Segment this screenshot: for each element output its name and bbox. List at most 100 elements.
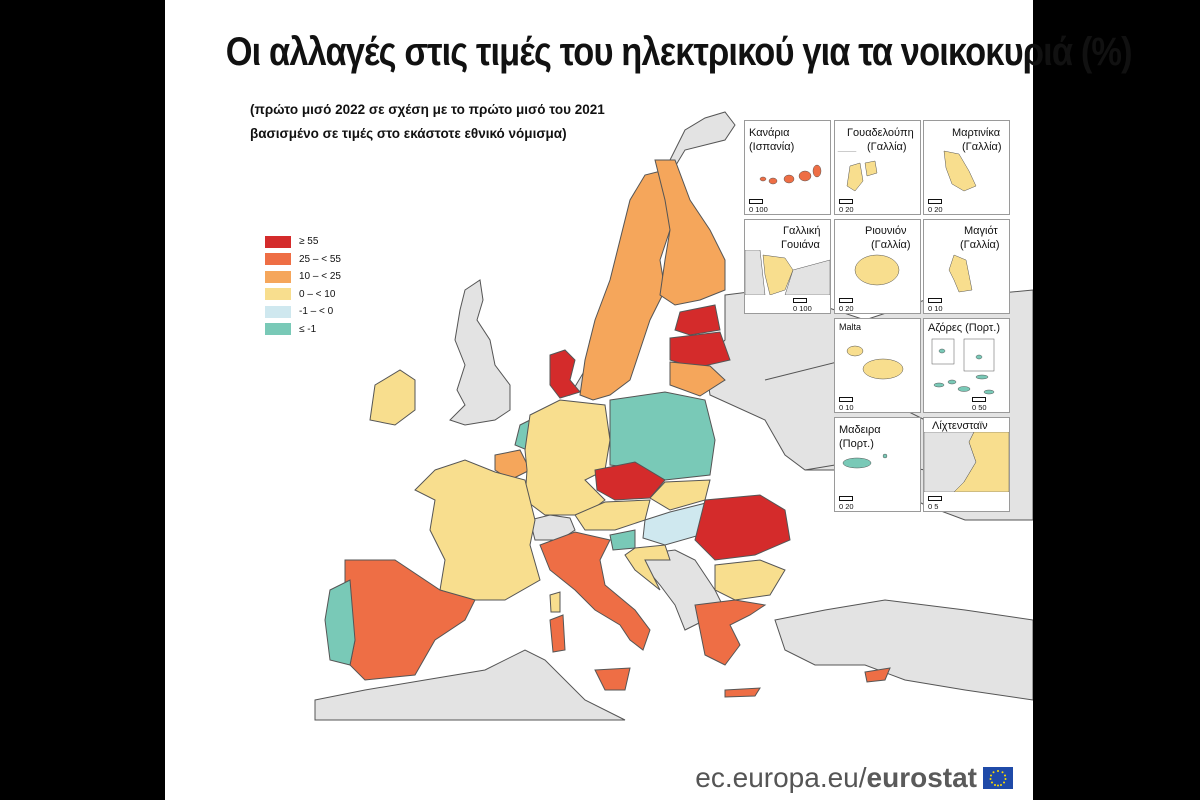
inset-mayotte: Μαγιότ (Γαλλία) 0 10: [923, 219, 1010, 314]
scale-label: 0 5: [928, 502, 939, 511]
footer-brand: eurostat: [866, 762, 977, 793]
slovenia: [609, 529, 636, 551]
inset-label: (Γαλλία): [867, 141, 907, 153]
inset-shape: [948, 254, 973, 293]
legend-item: ≥ 55: [265, 233, 341, 251]
inset-label: (Γαλλία): [871, 239, 911, 251]
scale-bar: [928, 199, 942, 204]
legend-label: 10 – < 25: [299, 271, 341, 283]
map-panel: Οι αλλαγές στις τιμές του ηλεκτρικού για…: [165, 0, 1133, 800]
inset-martinique: Μαρτινίκα (Γαλλία) 0 20: [923, 120, 1010, 215]
denmark: [549, 349, 581, 399]
greece: [694, 599, 767, 666]
scale-label: 0 10: [839, 403, 854, 412]
inset-liechtenstein: Λίχτενσταϊν 0 5: [923, 417, 1010, 512]
scale-label: 0 20: [839, 502, 854, 511]
inset-label: Γουαδελούπη: [847, 127, 914, 139]
inset-reunion: Ριουνιόν (Γαλλία) 0 20: [834, 219, 921, 314]
eu-flag-icon: [983, 767, 1013, 789]
sweden: [579, 169, 676, 401]
legend-item: ≤ -1: [265, 321, 341, 339]
scale-bar: [839, 496, 853, 501]
legend-label: ≤ -1: [299, 323, 317, 335]
legend: ≥ 55 25 – < 55 10 – < 25 0 – < 10 -1 – <…: [265, 233, 341, 338]
legend-label: ≥ 55: [299, 236, 319, 248]
inset-guyane: Γαλλική Γουιάνα 0 100: [744, 219, 831, 314]
legend-item: 25 – < 55: [265, 251, 341, 269]
inset-shape: [854, 254, 900, 286]
inset-label: Γαλλική: [783, 225, 821, 237]
slovakia: [649, 479, 711, 511]
cyprus: [864, 667, 891, 683]
inset-shape: [931, 338, 995, 395]
italy: [539, 531, 651, 651]
portugal: [324, 579, 356, 666]
legend-item: 0 – < 10: [265, 286, 341, 304]
bulgaria: [714, 559, 786, 601]
legend-swatch: [265, 323, 291, 336]
inset-label: Μαρτινίκα: [952, 127, 1001, 139]
germany: [524, 399, 611, 516]
legend-swatch: [265, 235, 291, 248]
croatia: [624, 544, 671, 591]
legend-swatch: [265, 253, 291, 266]
footer-attribution: ec.europa.eu/eurostat: [695, 762, 1013, 794]
inset-label: Λίχτενσταϊν: [932, 420, 988, 432]
inset-malta: Malta 0 10: [834, 318, 921, 413]
inset-label: Γουιάνα: [781, 239, 820, 251]
scale-bar: [839, 397, 853, 402]
scale-label: 0 20: [839, 205, 854, 214]
inset-shape: [759, 164, 822, 185]
scale-bar: [839, 298, 853, 303]
inset-label: Ριουνιόν: [865, 225, 907, 237]
france: [414, 459, 541, 601]
scale-label: 0 50: [972, 403, 987, 412]
inset-label: (Ισπανία): [749, 141, 795, 153]
inset-shape: [745, 250, 830, 295]
sardinia: [549, 614, 566, 653]
latvia: [669, 331, 731, 369]
ireland: [369, 369, 416, 426]
scale-label: 0 100: [749, 205, 768, 214]
inset-shape: [846, 345, 904, 380]
scale-label: 0 100: [793, 304, 812, 313]
scale-label: 0 20: [928, 205, 943, 214]
subtitle-line-2: βασισμένο σε τιμές στο εκάστοτε εθνικό ν…: [250, 126, 567, 141]
footer-url: ec.europa.eu/: [695, 762, 867, 793]
corsica: [549, 591, 561, 613]
scale-bar: [793, 298, 807, 303]
legend-swatch: [265, 270, 291, 283]
legend-label: 0 – < 10: [299, 288, 336, 300]
page-title: Οι αλλαγές στις τιμές του ηλεκτρικού για…: [225, 30, 1133, 74]
legend-item: -1 – < 0: [265, 303, 341, 321]
scale-bar: [749, 199, 763, 204]
inset-shape: [837, 151, 878, 192]
romania: [694, 494, 791, 561]
sicily: [594, 667, 631, 691]
legend-label: 25 – < 55: [299, 253, 341, 265]
lithuania: [669, 361, 726, 397]
inset-label: Malta: [839, 322, 862, 332]
inset-azores: Αζόρες (Πορτ.) 0 50: [923, 318, 1010, 413]
inset-label: Μαγιότ: [964, 225, 998, 237]
inset-guadeloupe: Γουαδελούπη (Γαλλία) 0 20: [834, 120, 921, 215]
scale-bar: [839, 199, 853, 204]
great-britain: [449, 279, 511, 426]
inset-shape: [842, 453, 888, 469]
inset-label: Κανάρια: [749, 127, 790, 139]
inset-label: (Γαλλία): [960, 239, 1000, 251]
subtitle-line-1: (πρώτο μισό 2022 σε σχέση με το πρώτο μι…: [250, 102, 605, 117]
scale-label: 0 10: [928, 304, 943, 313]
scale-label: 0 20: [839, 304, 854, 313]
estonia: [674, 304, 721, 336]
inset-canarias: Κανάρια (Ισπανία) 0 100: [744, 120, 831, 215]
inset-madeira: Μαδειρα (Πορτ.) 0 20: [834, 417, 921, 512]
inset-label: Μαδειρα: [839, 424, 881, 436]
legend-swatch: [265, 305, 291, 318]
subtitle: (πρώτο μισό 2022 σε σχέση με το πρώτο μι…: [250, 98, 605, 146]
scale-bar: [972, 397, 986, 402]
turkey: [774, 599, 1033, 701]
inset-shape: [924, 432, 1009, 492]
legend-label: -1 – < 0: [299, 306, 334, 318]
belgium: [494, 449, 531, 481]
